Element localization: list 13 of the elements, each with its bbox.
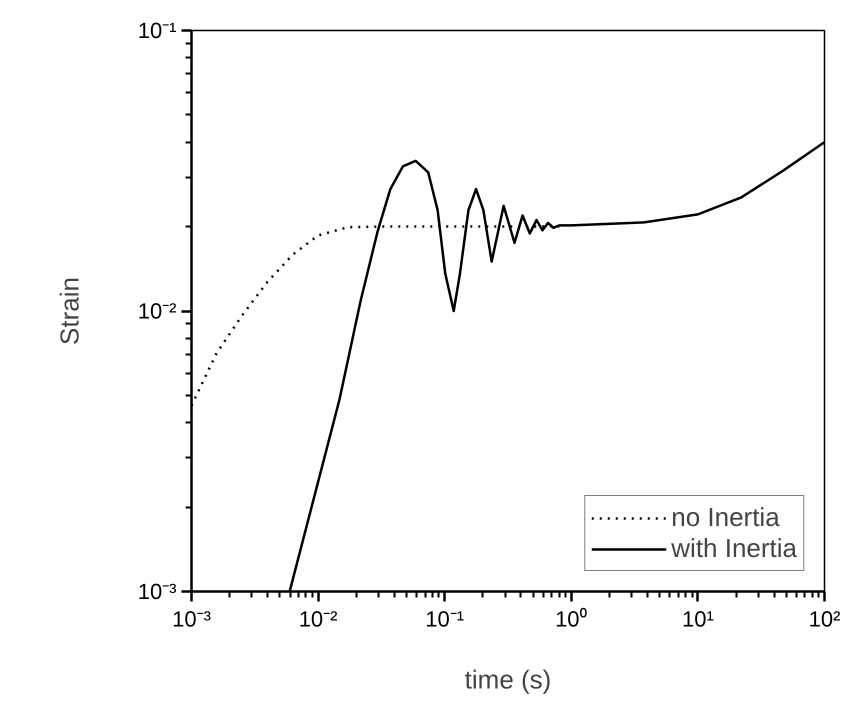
y-tick-label: 10⁻³ [138,579,176,604]
x-tick-label: 10⁻¹ [425,606,464,632]
x-tick-label: 10⁻³ [172,606,211,632]
x-tick-label: 10⁰ [555,606,588,632]
y-axis-title: Strain [54,277,85,345]
legend-label: with Inertia [671,533,797,564]
x-tick-label: 10² [808,606,840,632]
y-tick-label: 10⁻¹ [138,18,176,43]
y-tick-label: 10⁻² [138,298,176,324]
x-tick-label: 10¹ [682,606,714,632]
x-tick-label: 10⁻² [298,606,338,632]
legend-label: no Inertia [671,502,780,533]
x-axis-title: time (s) [464,664,552,694]
